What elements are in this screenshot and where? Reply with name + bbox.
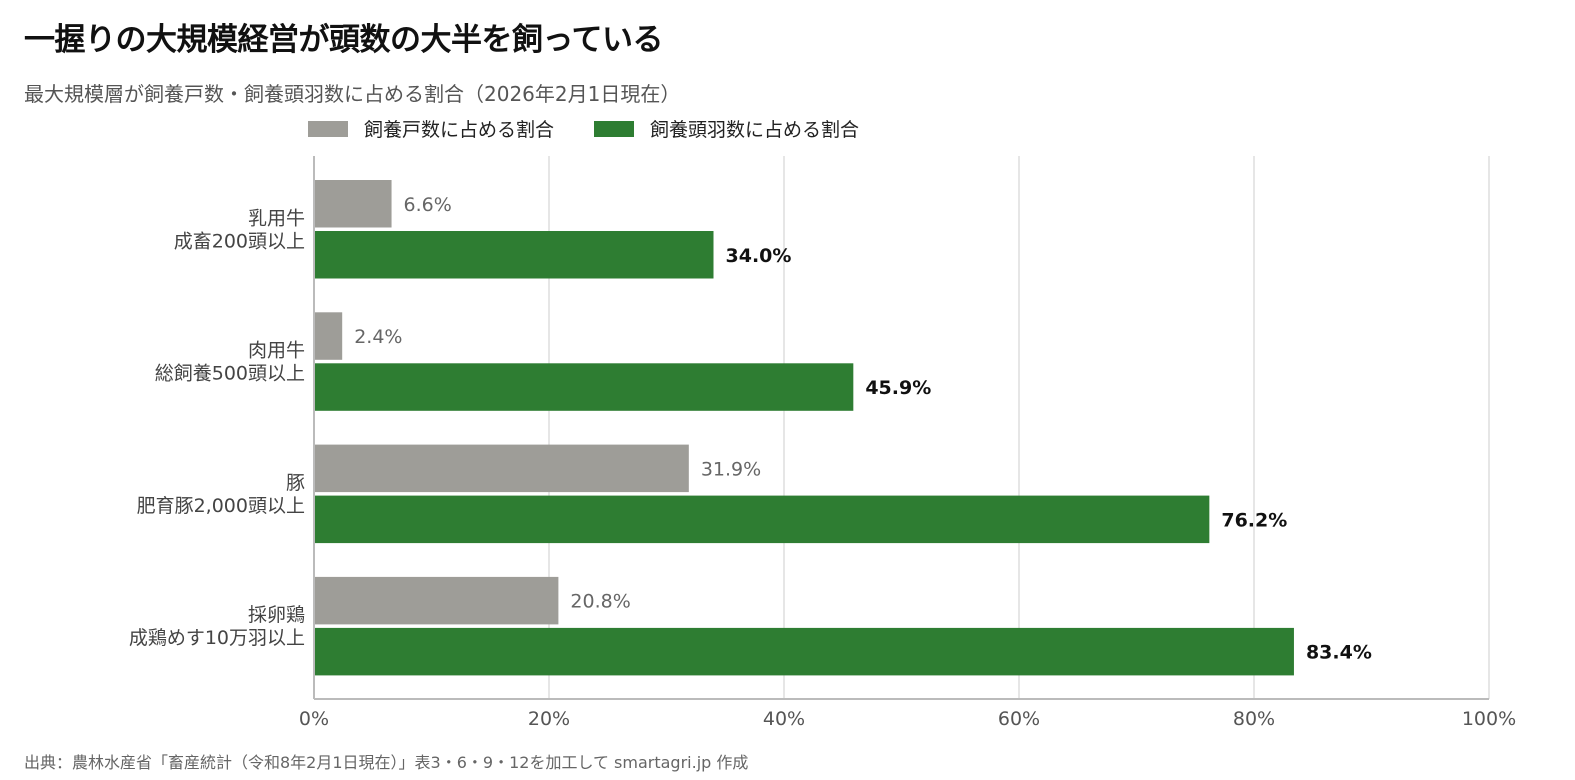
bar-heads: [315, 231, 714, 279]
bar-households: [315, 180, 392, 228]
category-sublabel: 成畜200頭以上: [174, 230, 305, 252]
category-label: 採卵鶏: [248, 604, 305, 626]
bar-heads: [315, 495, 1210, 544]
category-sublabel: 総飼養500頭以上: [155, 363, 305, 385]
category-label: 乳用牛: [248, 207, 305, 229]
chart-title: 一握りの大規模経営が頭数の大半を飼っている: [24, 22, 663, 58]
category-sublabel: 肥育豚2,000頭以上: [137, 495, 305, 517]
value-label-heads: 45.9%: [865, 377, 931, 399]
value-label-heads: 34.0%: [726, 245, 792, 267]
chart-subtitle: 最大規模層が飼養戸数・飼養頭羽数に占める割合（2026年2月1日現在）: [24, 82, 681, 106]
bar-heads: [315, 363, 854, 411]
x-tick-label: 100%: [1462, 708, 1516, 730]
value-label-households: 31.9%: [701, 458, 761, 480]
legend: 飼養戸数に占める割合 飼養頭羽数に占める割合: [308, 115, 899, 142]
value-label-households: 6.6%: [404, 194, 452, 216]
bar-households: [315, 444, 689, 493]
x-tick-label: 80%: [1233, 708, 1275, 730]
bar-households: [315, 576, 559, 625]
x-tick-label: 20%: [528, 708, 570, 730]
category-label: 肉用牛: [248, 340, 305, 362]
value-label-households: 20.8%: [570, 591, 630, 613]
x-tick-label: 60%: [998, 708, 1040, 730]
bar-households: [315, 312, 343, 360]
legend-label-households: 飼養戸数に占める割合: [364, 119, 555, 141]
x-tick-label: 0%: [299, 708, 329, 730]
value-label-heads: 76.2%: [1221, 509, 1287, 531]
category-label: 豚: [286, 472, 305, 494]
bar-heads: [315, 627, 1294, 676]
legend-item-heads: 飼養頭羽数に占める割合: [594, 115, 859, 142]
legend-item-households: 飼養戸数に占める割合: [308, 115, 554, 142]
value-label-heads: 83.4%: [1306, 642, 1372, 664]
legend-label-heads: 飼養頭羽数に占める割合: [650, 119, 860, 141]
legend-swatch-households: [308, 120, 348, 137]
source-note: 出典：農林水産省「畜産統計（令和8年2月1日現在）」表3・6・9・12を加工して…: [24, 753, 749, 772]
x-tick-label: 40%: [763, 708, 805, 730]
value-label-households: 2.4%: [354, 326, 402, 348]
category-sublabel: 成鶏めす10万羽以上: [129, 627, 305, 649]
legend-swatch-heads: [594, 120, 635, 137]
